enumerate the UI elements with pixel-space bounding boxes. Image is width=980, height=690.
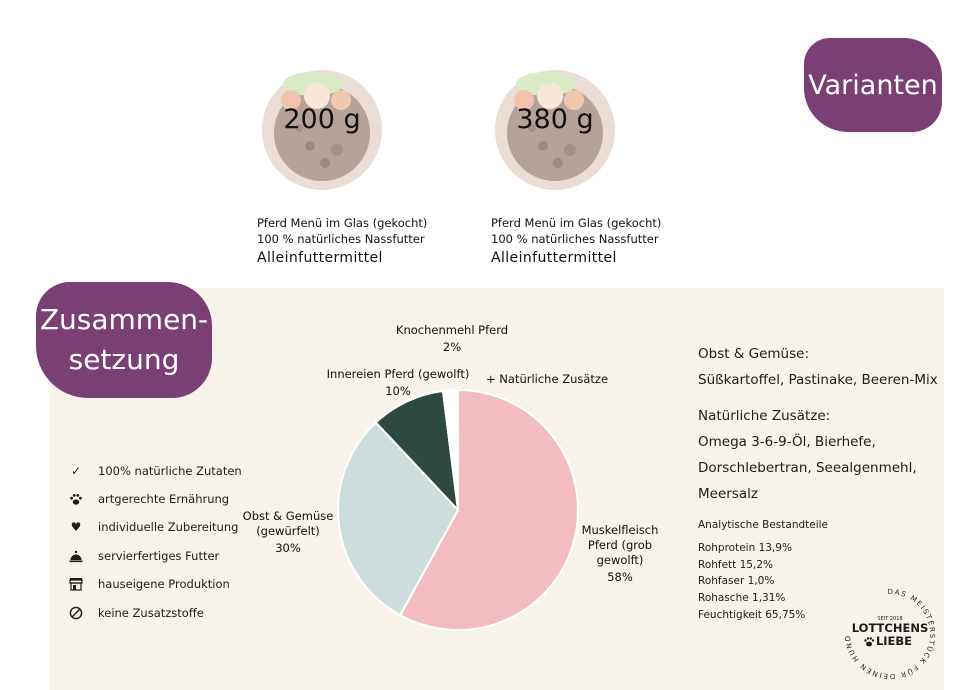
food-bowl-image: [262, 70, 382, 190]
pie-label-muskelfleisch: Muskelfleisch Pferd (grob gewolft) 58%: [572, 523, 668, 585]
zusaetze-line3: Meersalz: [698, 486, 758, 502]
feature-item: hauseigene Produktion: [66, 574, 230, 594]
zusaetze-line1: Omega 3-6-9-Öl, Bierhefe,: [698, 434, 876, 450]
feature-label: 100% natürliche Zutaten: [98, 464, 242, 478]
variant-line1: Pferd Menü im Glas (gekocht): [491, 216, 662, 230]
variant-description: Pferd Menü im Glas (gekocht) 100 % natür…: [257, 215, 427, 269]
pie-slice-2: [374, 389, 460, 513]
paw-icon: [864, 637, 875, 647]
feature-item: servierfertiges Futter: [66, 546, 219, 566]
obst-text: Süßkartoffel, Pastinake, Beeren-Mix: [698, 372, 938, 388]
slice-value: 2%: [442, 340, 462, 354]
variant-line3: Alleinfuttermittel: [257, 250, 383, 266]
analytics-row: Rohasche 1,31%: [698, 592, 786, 604]
analytics-row: Rohfaser 1,0%: [698, 575, 775, 587]
pie-slice-1: [337, 421, 460, 617]
slice-label: Innereien Pferd (gewolft): [326, 367, 470, 381]
lottchens-liebe-logo: DAS MEISTERSTÜCK FÜR DEINEN HUND SEIT 20…: [844, 588, 935, 680]
paw-icon: [66, 492, 86, 506]
feature-item: keine Zusatzstoffe: [66, 603, 204, 623]
svg-text:LIEBE: LIEBE: [876, 634, 912, 648]
pie-label-zusaetze: + Natürliche Zusätze: [486, 372, 609, 386]
zusammensetzung-title-line1: Zusammen-: [39, 303, 209, 336]
analytics-row: Feuchtigkeit 65,75%: [698, 609, 806, 621]
feature-label: keine Zusatzstoffe: [98, 606, 204, 620]
svg-text:SEIT 2018: SEIT 2018: [877, 616, 902, 622]
analytics-heading: Analytische Bestandteile: [698, 519, 829, 531]
feature-label: artgerechte Ernährung: [98, 492, 230, 506]
pie-label-knochenmehl: Knochenmehl Pferd 2%: [386, 323, 518, 355]
zusammensetzung-badge: Zusammen- setzung: [36, 282, 212, 398]
feature-item: ✓ 100% natürliche Zutaten: [66, 461, 242, 481]
slice-label: Obst & Gemüse (gewürfelt): [242, 509, 334, 538]
analytics-row: Rohfett 15,2%: [698, 559, 773, 571]
analytics-row: Rohprotein 13,9%: [698, 542, 792, 554]
variant-line3: Alleinfuttermittel: [491, 250, 617, 266]
no-additives-icon: [66, 606, 86, 620]
slice-label: Muskelfleisch Pferd (grob gewolft): [581, 523, 659, 567]
check-icon: ✓: [70, 464, 82, 478]
obst-heading: Obst & Gemüse:: [698, 346, 809, 362]
zusaetze-heading: Natürliche Zusätze:: [698, 408, 831, 424]
variant-weight: 380 g: [516, 104, 594, 135]
pie-label-innereien: Innereien Pferd (gewolft) 10%: [320, 367, 476, 399]
pie-slice-3: [441, 388, 459, 511]
variant-line2: 100 % natürliches Nassfutter: [491, 232, 659, 246]
feature-item: artgerechte Ernährung: [66, 489, 229, 509]
food-bowl-image: [495, 70, 615, 190]
feature-label: hauseigene Produktion: [98, 577, 230, 591]
varianten-title: Varianten: [808, 69, 938, 101]
variant-line1: Pferd Menü im Glas (gekocht): [257, 216, 428, 230]
pie-label-obst: Obst & Gemüse (gewürfelt) 30%: [240, 509, 336, 556]
pie-slice-0: [398, 388, 579, 631]
zusammensetzung-title-line2: setzung: [68, 343, 180, 376]
store-icon: [66, 577, 86, 591]
slice-value: 58%: [607, 570, 633, 584]
varianten-badge: Varianten: [804, 38, 942, 132]
cloche-icon: [66, 549, 86, 563]
variant-line2: 100 % natürliches Nassfutter: [257, 232, 425, 246]
feature-label: individuelle Zubereitung: [98, 520, 239, 534]
feature-label: servierfertiges Futter: [98, 549, 220, 563]
variant-weight: 200 g: [283, 104, 361, 135]
variant-image-200g: 200 g: [255, 58, 389, 192]
slice-label: Knochenmehl Pferd: [395, 323, 509, 337]
zusaetze-line2: Dorschlebertran, Seealgenmehl,: [698, 460, 917, 476]
slice-value: 30%: [275, 541, 301, 555]
variant-description: Pferd Menü im Glas (gekocht) 100 % natür…: [491, 215, 661, 269]
slice-value: 10%: [385, 384, 411, 398]
variant-image-380g: 380 g: [488, 58, 622, 192]
svg-text:LOTTCHENS: LOTTCHENS: [852, 621, 928, 635]
heart-icon: ♥: [70, 520, 82, 534]
feature-item: ♥ individuelle Zubereitung: [66, 517, 239, 537]
